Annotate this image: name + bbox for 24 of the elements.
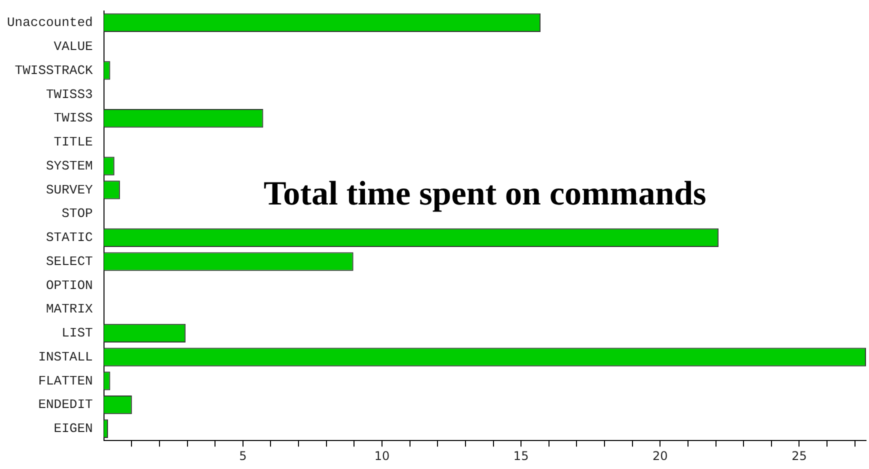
y-tick-label: INSTALL xyxy=(38,349,93,364)
x-tick-label: 10 xyxy=(374,448,390,463)
y-tick-label: TWISS3 xyxy=(46,86,93,102)
y-tick-label: TWISSTRACK xyxy=(14,62,94,78)
y-tick-label: Unaccounted xyxy=(6,15,93,30)
y-tick-label: MATRIX xyxy=(46,302,94,317)
y-tick-label: ENDEDIT xyxy=(38,397,94,412)
y-tick-label: VALUE xyxy=(54,39,94,54)
y-tick-label: TWISS xyxy=(54,110,94,126)
x-tick-label: 5 xyxy=(239,448,247,463)
y-tick-label: STATIC xyxy=(46,230,94,246)
y-tick-label: EIGEN xyxy=(54,421,93,436)
y-tick-label: SYSTEM xyxy=(46,158,93,174)
y-tick-label: LIST xyxy=(62,326,93,341)
y-tick-label: FLATTEN xyxy=(38,373,93,388)
y-tick-label: STOP xyxy=(62,206,93,222)
text: Total time spent on commands xyxy=(264,175,706,212)
x-tick-label: 20 xyxy=(652,448,668,463)
x-tick-label: 15 xyxy=(513,448,529,463)
y-tick-label: TITLE xyxy=(54,134,94,150)
y-tick-label: OPTION xyxy=(46,278,93,293)
y-tick-label: SURVEY xyxy=(46,182,94,198)
x-tick-label: 25 xyxy=(792,448,807,463)
y-tick-label: SELECT xyxy=(46,254,94,269)
